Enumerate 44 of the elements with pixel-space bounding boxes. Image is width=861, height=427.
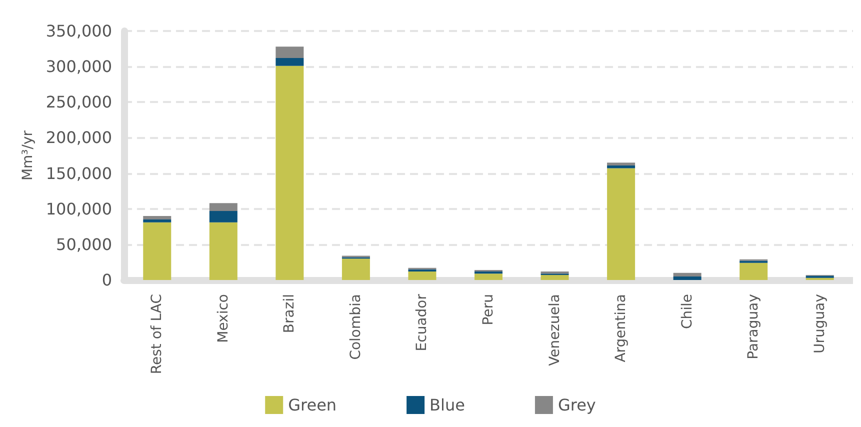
- y-tick-label: 200,000: [46, 128, 112, 148]
- x-tick-label: Argentina: [613, 294, 630, 362]
- x-tick-label: Mexico: [215, 294, 232, 343]
- bar: [143, 216, 172, 220]
- y-tick-label: 300,000: [46, 57, 112, 76]
- x-tick-label: Venezuela: [546, 294, 563, 366]
- bar: [276, 58, 304, 66]
- bar: [143, 222, 172, 280]
- bar: [408, 271, 436, 280]
- bar: [673, 276, 702, 280]
- bar: [607, 168, 636, 280]
- bar: [209, 222, 238, 280]
- y-tick-label: 150,000: [46, 164, 112, 183]
- bar: [607, 162, 636, 166]
- x-tick-label: Ecuador: [414, 294, 430, 352]
- bar: [740, 262, 768, 280]
- bar: [607, 165, 636, 168]
- bar: [209, 203, 238, 211]
- x-tick-label: Brazil: [282, 294, 298, 334]
- y-axis-title: Mm³/yr: [20, 130, 36, 181]
- legend-label: Grey: [558, 396, 596, 414]
- x-tick-label: Colombia: [348, 294, 364, 360]
- x-tick-label: Paraguay: [746, 294, 762, 360]
- legend-label: Green: [288, 396, 337, 414]
- x-tick-label: Uruguay: [812, 294, 828, 354]
- x-tick-label: Rest of LAC: [149, 294, 166, 374]
- legend-label: Blue: [430, 396, 465, 414]
- bar: [474, 274, 502, 280]
- bar: [276, 66, 304, 280]
- bar: [276, 46, 304, 58]
- x-tick-label: Peru: [480, 294, 496, 326]
- bar: [540, 275, 569, 280]
- bar: [143, 220, 172, 222]
- bar: [342, 258, 370, 280]
- bar: [209, 210, 238, 222]
- y-tick-label: 350,000: [46, 22, 112, 40]
- bar: [673, 272, 702, 276]
- x-tick-label: Chile: [679, 294, 696, 330]
- y-tick-label: 250,000: [46, 92, 112, 112]
- bar: [540, 271, 569, 274]
- y-tick-label: 100,000: [46, 199, 112, 218]
- y-tick-label: 50,000: [56, 234, 112, 254]
- bar: [474, 271, 502, 274]
- y-tick-label: 0: [102, 270, 112, 290]
